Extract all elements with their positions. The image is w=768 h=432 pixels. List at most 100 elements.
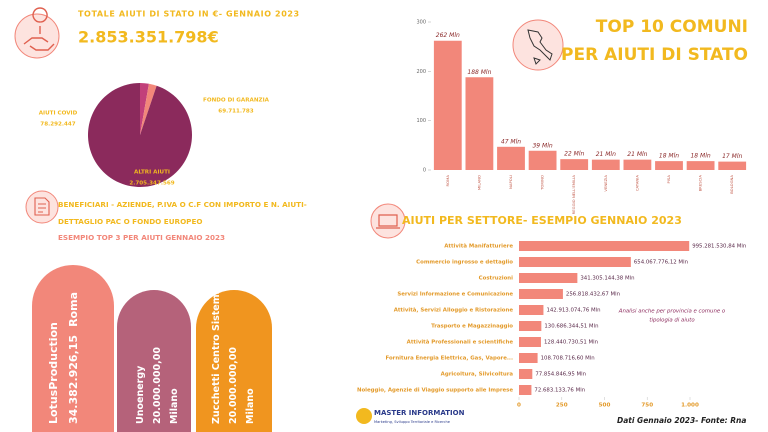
italy-icon-glyph — [527, 29, 553, 65]
beneficiaries-title: BENEFICIARI - AZIENDE, P.IVA O C.F CON I… — [58, 200, 307, 209]
bar — [519, 273, 578, 283]
x-tick-label: 750 — [641, 403, 653, 409]
bar-value-label: 21 Mln — [596, 151, 616, 158]
beneficiary-amount: 34.382.926,15 — [67, 335, 80, 424]
bar-value-label: 77.854.846,95 Mln — [535, 372, 586, 378]
y-tick-label: Attività Professionali e scientifiche — [407, 339, 514, 346]
laptop-icon — [370, 203, 406, 239]
bar — [519, 241, 690, 251]
x-tick-label: MILANO — [476, 175, 481, 190]
bar — [560, 159, 589, 170]
header-title: TOTALE AIUTI DI STATO IN €- GENNAIO 2023 — [78, 10, 300, 19]
beneficiary-city: Milano — [245, 388, 256, 424]
x-tick-label: NAPOLI — [508, 175, 513, 189]
bar — [465, 77, 494, 170]
bar-value-label: 17 Mln — [722, 153, 742, 160]
y-tick-label: Commercio ingrosso e dettaglio — [416, 260, 513, 266]
beneficiary-city: Roma — [67, 292, 80, 327]
y-tick-label: Trasporto e Magazzinaggio — [431, 324, 513, 330]
pie-label: ALTRI AIUTI — [134, 170, 170, 176]
beneficiary-text: 20.000.000,00 — [228, 347, 239, 424]
pie-slice — [140, 83, 149, 135]
pie-label: AIUTI COVID — [39, 111, 78, 117]
beneficiaries-subtitle: ESEMPIO TOP 3 PER AIUTI GENNAIO 2023 — [58, 233, 225, 242]
y-tick-label: 300 — [416, 20, 426, 26]
bar — [519, 289, 563, 299]
money-icon-glyph — [23, 7, 55, 51]
bar-value-label: 128.440.730,51 Mln — [544, 340, 598, 346]
bar — [519, 369, 533, 379]
beneficiary-text: 20.000.000,00 — [152, 347, 163, 424]
bar — [519, 321, 542, 331]
pie-value-label: 78.292.447 — [40, 122, 75, 128]
bar-value-label: 47 Mln — [501, 138, 521, 145]
beneficiary-text: Unoenergy — [135, 365, 146, 424]
beneficiary-city: Milano — [169, 388, 180, 424]
document-icon — [25, 190, 59, 224]
x-tick-label: BRESCIA — [698, 175, 703, 192]
bar — [519, 353, 538, 363]
bar — [433, 40, 462, 170]
x-tick-label: 1.000 — [681, 403, 699, 409]
y-tick-label: Attività Manifatturiere — [444, 243, 513, 250]
beneficiary-pill — [32, 265, 114, 432]
x-tick-label: REGGIO NELL'EMILIA — [571, 175, 576, 215]
beneficiary-text: LotusProduction — [47, 322, 60, 424]
beneficiary-amount: 20.000.000,00 — [152, 347, 163, 424]
document-icon-glyph — [34, 197, 50, 216]
money-icon — [14, 13, 60, 59]
bar-value-label: 18 Mln — [659, 153, 679, 160]
beneficiary-name: Zucchetti Centro Sistemi — [211, 291, 222, 424]
logo-mark — [356, 408, 372, 424]
pie-slice — [87, 83, 192, 187]
logo-name: MASTER INFORMATION — [374, 409, 465, 417]
y-tick-label: Fornitura Energia Elettrica, Gas, Vapore… — [386, 356, 514, 362]
bar — [519, 257, 631, 267]
bar — [497, 146, 525, 170]
bar-value-label: 108.708.716,60 Mln — [541, 356, 595, 362]
beneficiary-pill — [196, 290, 272, 432]
pie-slice — [140, 83, 157, 135]
beneficiary-text: 34.382.926,15 Roma — [67, 292, 80, 424]
y-tick-label: 100 — [416, 118, 426, 124]
x-tick-label: 250 — [556, 403, 568, 409]
beneficiary-name: LotusProduction — [47, 322, 60, 424]
header-total: 2.853.351.798€ — [78, 28, 219, 47]
hbar-chart-title: AIUTI PER SETTORE- ESEMPIO GENNAIO 2023 — [402, 214, 682, 227]
y-tick-label: Agricoltura, Silvicoltura — [441, 372, 514, 378]
annotation: Analisi anche per provincia e comune o — [618, 309, 726, 315]
bar-value-label: 262 Mln — [436, 32, 460, 39]
pie-label: FONDO DI GARANZIA — [203, 98, 270, 104]
beneficiary-name: Unoenergy — [135, 365, 146, 424]
bar-value-label: 21 Mln — [627, 151, 647, 158]
bar-value-label: 22 Mln — [564, 151, 584, 158]
bar-value-label: 341.305.144,38 Mln — [580, 276, 634, 282]
beneficiaries-title: DETTAGLIO PAC O FONDO EUROPEO — [58, 217, 202, 226]
footer-source: Dati Gennaio 2023- Fonte: Rna — [617, 416, 746, 425]
bar-chart-title: TOP 10 COMUNI — [596, 17, 748, 37]
bar — [718, 161, 747, 170]
y-tick-label: 0 — [423, 168, 426, 174]
bar-value-label: 654.067.776,12 Mln — [634, 260, 688, 266]
beneficiary-text: Milano — [245, 388, 256, 424]
bar-value-label: 188 Mln — [467, 69, 491, 76]
bar-value-label: 72.683.133,76 Mln — [534, 388, 585, 394]
annotation: tipologia di aiuto — [649, 318, 695, 324]
beneficiary-pill — [117, 290, 191, 432]
bar-value-label: 130.686.344,51 Mln — [544, 324, 598, 330]
bar — [591, 159, 620, 170]
x-tick-label: 500 — [599, 403, 611, 409]
x-tick-label: 0 — [517, 403, 521, 409]
pie-value-label: 69.711.783 — [218, 109, 253, 115]
beneficiary-amount: 20.000.000,00 — [228, 347, 239, 424]
bar-value-label: 995.281.530,84 Mln — [692, 244, 746, 250]
bar — [655, 161, 683, 170]
x-tick-label: BOLOGNA — [729, 175, 734, 194]
bar-value-label: 142.913.074,76 Mln — [546, 308, 600, 314]
y-tick-label: 200 — [416, 69, 426, 75]
bar — [623, 159, 652, 170]
laptop-icon-glyph — [376, 214, 400, 229]
x-tick-label: CATANIA — [634, 175, 639, 192]
